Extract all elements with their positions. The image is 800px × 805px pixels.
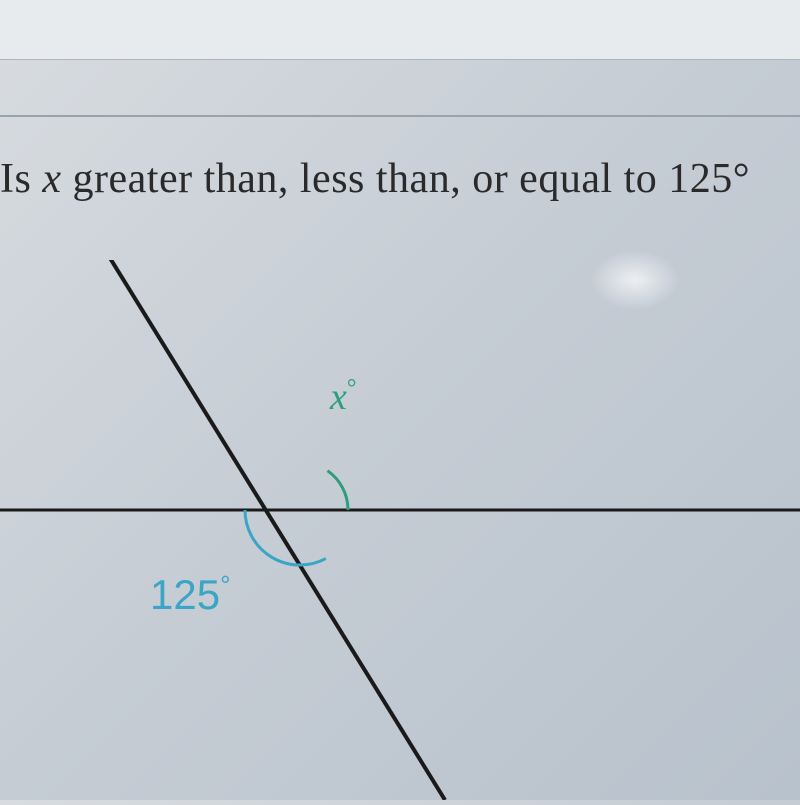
question-variable: x [42,156,61,202]
angle-x-arc [328,471,349,510]
angle-125-label: 125° [150,570,230,619]
top-toolbar [0,0,800,60]
question-prefix: Is [0,156,42,202]
horizontal-divider [0,115,800,117]
angle-125-degree: ° [220,570,230,600]
question-degree: ° [733,156,750,202]
angle-125-arc [245,510,326,565]
geometry-diagram: x° 125° [0,260,800,800]
angle-x-degree: ° [347,375,357,401]
angle-x-label: x° [330,375,356,419]
question-suffix: greater than, less than, or equal to [62,156,669,202]
angle-x-variable: x [330,376,347,418]
question-text: Is x greater than, less than, or equal t… [0,155,750,203]
question-value: 125 [668,156,733,202]
diagram-svg [0,260,800,800]
angle-125-value: 125 [150,571,220,618]
diagonal-line [105,260,445,800]
